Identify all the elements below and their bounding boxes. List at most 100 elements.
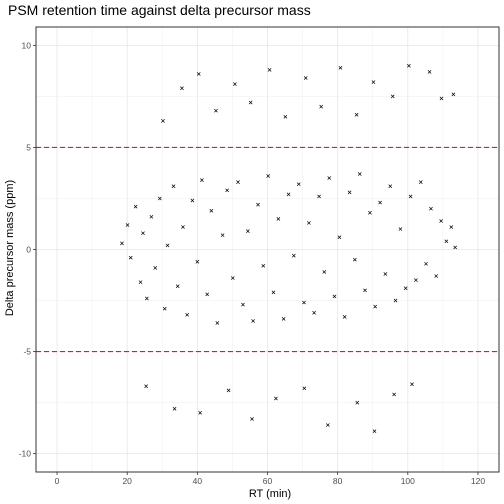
scatter-point: [180, 86, 184, 91]
y-tick-label: -5: [23, 347, 31, 357]
y-tick-label: 5: [26, 142, 31, 152]
scatter-point: [378, 200, 382, 205]
scatter-point: [144, 384, 148, 389]
scatter-point: [291, 253, 296, 258]
scatter-point: [220, 233, 225, 238]
scatter-point: [302, 300, 306, 305]
scatter-point: [141, 231, 145, 236]
scatter-point: [225, 188, 230, 193]
scatter-point: [248, 100, 253, 105]
scatter-point: [347, 190, 352, 195]
scatter-point: [133, 204, 138, 209]
scatter-point: [161, 119, 165, 123]
scatter-point: [128, 255, 133, 260]
scatter-point: [165, 243, 170, 248]
scatter-point: [153, 266, 158, 270]
scatter-point: [233, 82, 237, 87]
scatter-point: [453, 245, 458, 250]
scatter-point: [317, 194, 321, 199]
scatter-point: [302, 386, 307, 391]
scatter-point: [408, 194, 413, 199]
scatter-point: [444, 239, 449, 244]
scatter-point: [322, 270, 327, 274]
scatter-point: [439, 96, 444, 101]
scatter-point: [209, 208, 214, 213]
scatter-point: [392, 392, 396, 397]
scatter-point: [286, 192, 291, 197]
y-axis-ticks: -10 -5 0 5 10: [19, 40, 36, 459]
scatter-point: [371, 80, 376, 84]
scatter-point: [296, 182, 301, 187]
scatter-point: [337, 235, 342, 240]
scatter-point: [200, 178, 204, 182]
scatter-point: [190, 198, 195, 203]
scatter-point: [241, 302, 245, 307]
scatter-point: [312, 310, 316, 315]
scatter-point: [281, 317, 286, 321]
scatter-point: [181, 225, 185, 229]
x-tick-label: 0: [55, 476, 60, 486]
scatter-point: [256, 202, 260, 207]
scatter-point: [276, 217, 281, 221]
scatter-point: [205, 292, 210, 297]
scatter-point: [355, 400, 360, 405]
scatter-point: [261, 263, 266, 268]
scatter-point: [403, 286, 408, 291]
scatter-point: [283, 114, 288, 119]
x-tick-label: 40: [193, 476, 203, 486]
y-tick-label: -10: [19, 449, 32, 459]
scatter-point: [424, 261, 428, 266]
scatter-point: [327, 176, 332, 180]
chart-title: PSM retention time against delta precurs…: [8, 2, 311, 18]
scatter-point: [325, 423, 330, 427]
scatter-point: [418, 180, 423, 184]
scatter-point: [215, 321, 220, 325]
scatter-point: [434, 274, 439, 278]
scatter-point: [451, 92, 456, 97]
scatter-point: [449, 225, 454, 229]
scatter-point: [196, 72, 201, 76]
scatter-point: [439, 219, 443, 223]
scatter-point: [195, 259, 200, 264]
scatter-point: [120, 241, 124, 246]
scatter-point: [138, 280, 143, 285]
scatter-point: [162, 306, 167, 311]
scatter-point: [185, 312, 190, 317]
scatter-point: [198, 410, 203, 415]
scatter-point: [144, 296, 149, 301]
scatter-point: [352, 257, 357, 262]
scatter-point: [157, 196, 162, 201]
scatter-point: [410, 382, 414, 387]
scatter-point: [388, 184, 393, 189]
scatter-point: [368, 210, 372, 215]
scatter-point: [271, 290, 276, 295]
scatter-point: [332, 294, 337, 299]
scatter-point: [251, 319, 255, 323]
scatter-point: [172, 406, 177, 411]
scatter-point: [363, 288, 367, 293]
y-tick-label: 10: [22, 40, 32, 50]
scatter-point: [226, 388, 231, 393]
x-axis-title: RT (min): [249, 488, 291, 500]
x-tick-label: 80: [333, 476, 343, 486]
scatter-point: [393, 298, 398, 303]
scatter-point: [274, 396, 278, 401]
x-tick-label: 100: [401, 476, 415, 486]
scatter-point: [303, 76, 308, 80]
scatter-point: [236, 180, 240, 184]
scatter-point: [149, 214, 154, 219]
scatter-point: [414, 278, 418, 282]
scatter-point: [372, 429, 377, 434]
y-tick-label: 0: [26, 245, 31, 255]
scatter-point: [427, 70, 432, 74]
scatter-point: [373, 304, 378, 309]
scatter-point: [342, 315, 347, 319]
scatter-point: [390, 94, 395, 99]
scatter-point: [125, 223, 130, 227]
scatter-point: [307, 221, 311, 225]
data-points: [120, 63, 458, 434]
x-tick-label: 60: [263, 476, 273, 486]
scatter-point: [246, 229, 250, 233]
scatter-point: [171, 184, 176, 189]
